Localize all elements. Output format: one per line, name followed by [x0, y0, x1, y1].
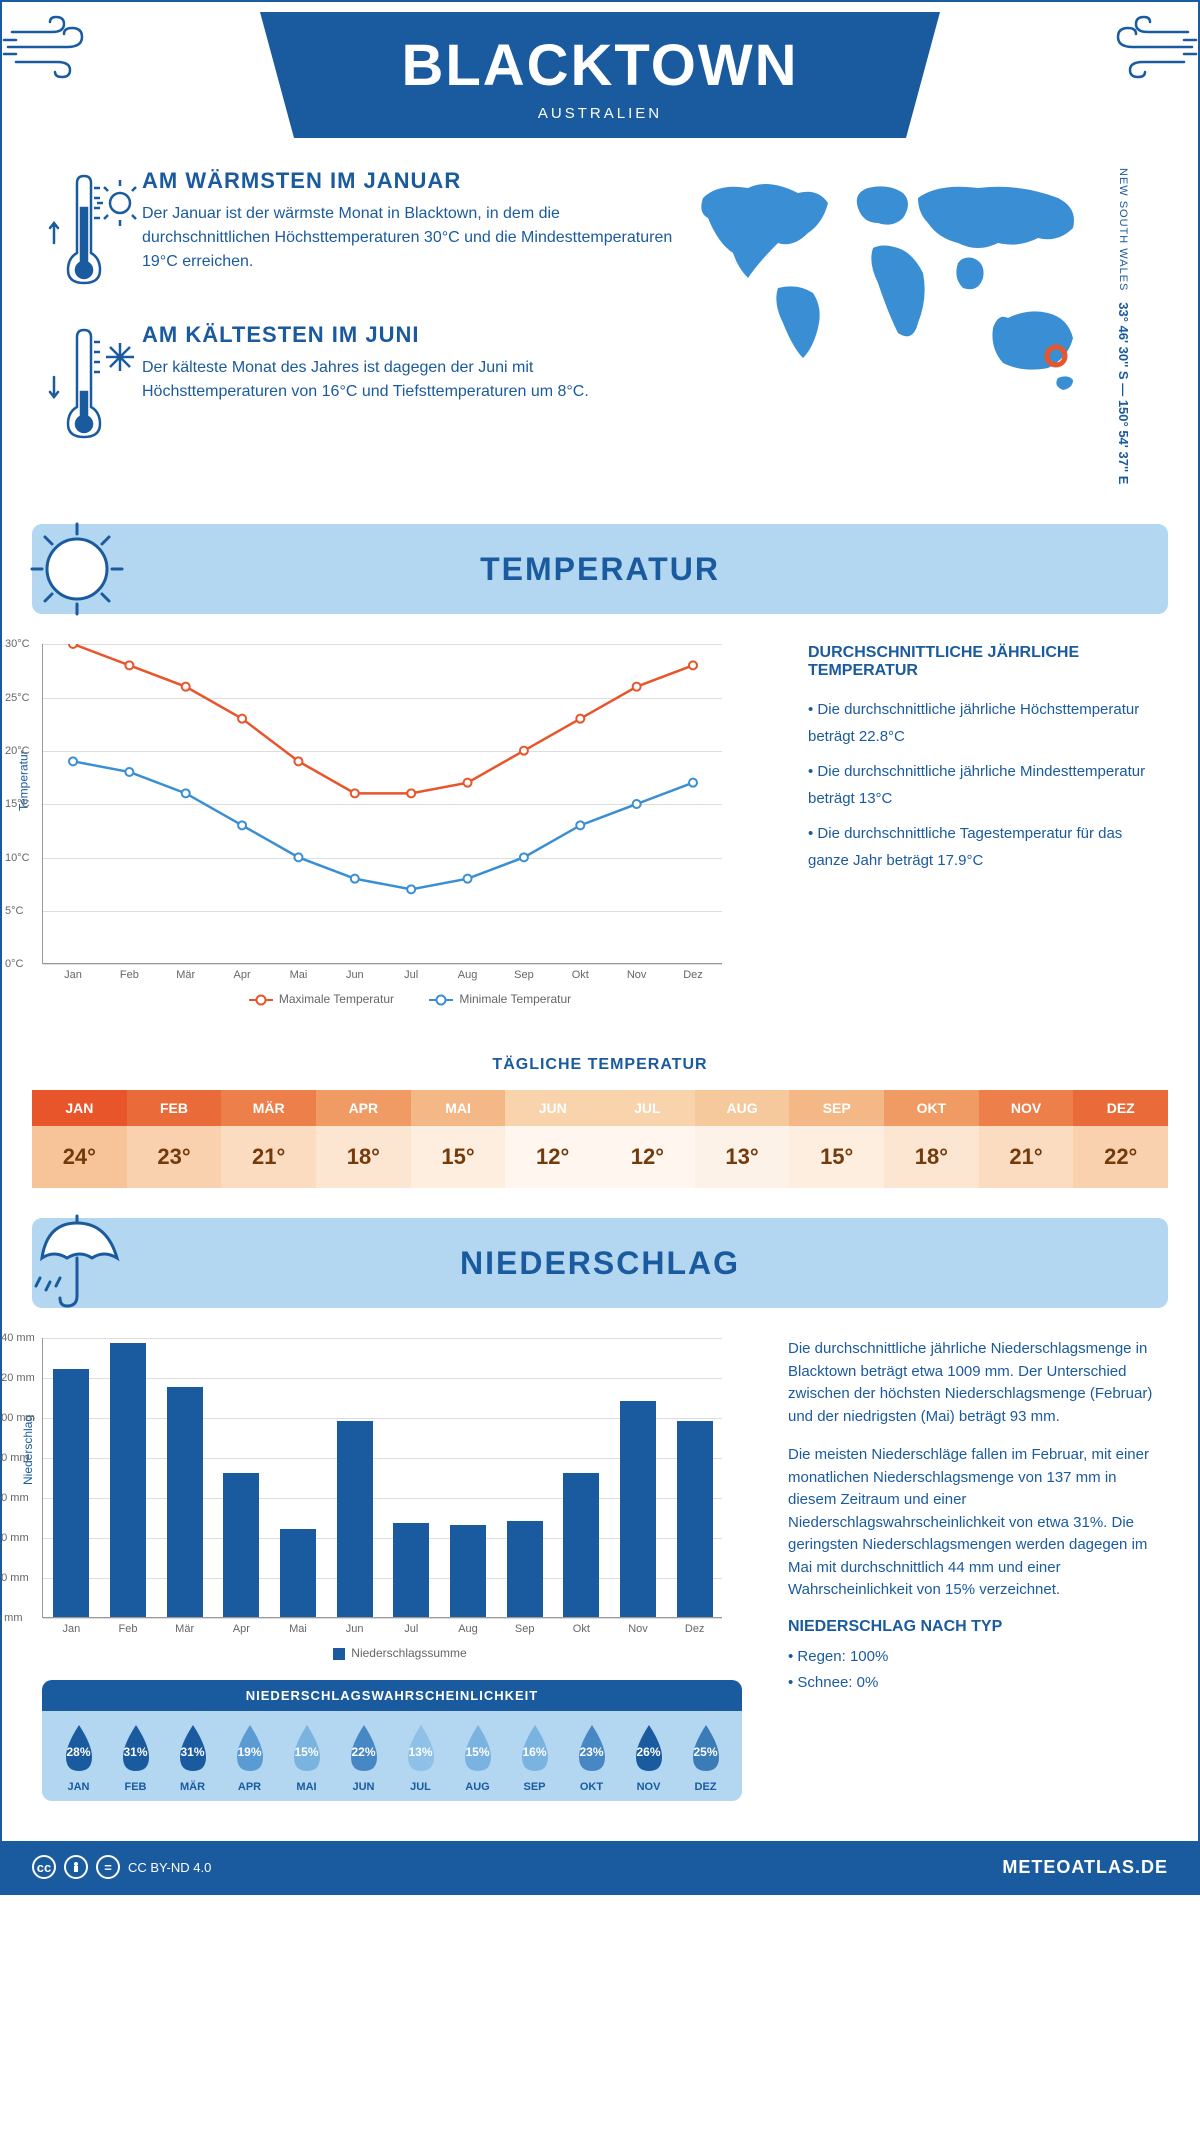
- thermometer-cold-icon: [42, 322, 142, 452]
- daily-col: AUG13°: [695, 1090, 790, 1188]
- wind-icon-right: [1078, 12, 1198, 82]
- page-subtitle: AUSTRALIEN: [260, 105, 940, 122]
- daily-col: FEB23°: [127, 1090, 222, 1188]
- daily-col: APR18°: [316, 1090, 411, 1188]
- by-icon: [64, 1855, 88, 1879]
- precip-para-2: Die meisten Niederschläge fallen im Febr…: [788, 1444, 1158, 1602]
- bar: [167, 1387, 203, 1617]
- bar: [280, 1529, 316, 1617]
- cc-icon: cc: [32, 1855, 56, 1879]
- warmest-block: AM WÄRMSTEN IM JANUAR Der Januar ist der…: [42, 168, 678, 298]
- precip-legend: Niederschlagssumme: [42, 1646, 758, 1660]
- bar: [677, 1421, 713, 1617]
- daily-col: MAI15°: [411, 1090, 506, 1188]
- coldest-text: Der kälteste Monat des Jahres ist dagege…: [142, 356, 678, 404]
- bar: [223, 1473, 259, 1617]
- thermometer-hot-icon: [42, 168, 142, 298]
- precip-banner: NIEDERSCHLAG: [32, 1218, 1168, 1308]
- rain-drop-col: 19%APR: [221, 1723, 278, 1793]
- temperature-line-chart: Temperatur 0°C5°C10°C15°C20°C25°C30°CJan…: [42, 644, 722, 964]
- daily-col: NOV21°: [979, 1090, 1074, 1188]
- daily-temp-table: JAN24°FEB23°MÄR21°APR18°MAI15°JUN12°JUL1…: [32, 1090, 1168, 1188]
- sun-icon: [22, 514, 132, 624]
- rain-drop-col: 15%MAI: [278, 1723, 335, 1793]
- nd-icon: =: [96, 1855, 120, 1879]
- temp-legend: #sw-max::before{border:2px solid #e8552b…: [42, 992, 778, 1006]
- rain-drop-col: 22%JUN: [335, 1723, 392, 1793]
- daily-col: SEP15°: [789, 1090, 884, 1188]
- rain-drop-col: 25%DEZ: [677, 1723, 734, 1793]
- daily-col: DEZ22°: [1073, 1090, 1168, 1188]
- coldest-heading: AM KÄLTESTEN IM JUNI: [142, 322, 678, 348]
- daily-col: JAN24°: [32, 1090, 127, 1188]
- bar: [393, 1523, 429, 1617]
- coldest-block: AM KÄLTESTEN IM JUNI Der kälteste Monat …: [42, 322, 678, 452]
- temp-title: TEMPERATUR: [480, 551, 720, 588]
- daily-col: JUN12°: [505, 1090, 600, 1188]
- wind-icon-left: [2, 12, 122, 82]
- temp-banner: TEMPERATUR: [32, 524, 1168, 614]
- bar: [507, 1521, 543, 1617]
- coordinates: NEW SOUTH WALES 33° 46' 30'' S — 150° 54…: [1108, 168, 1131, 484]
- umbrella-icon: [22, 1208, 132, 1318]
- precip-type-heading: NIEDERSCHLAG NACH TYP: [788, 1618, 1158, 1636]
- warmest-heading: AM WÄRMSTEN IM JANUAR: [142, 168, 678, 194]
- precip-para-1: Die durchschnittliche jährliche Niedersc…: [788, 1338, 1158, 1428]
- world-map: [678, 168, 1108, 408]
- warmest-text: Der Januar ist der wärmste Monat in Blac…: [142, 202, 678, 274]
- license-text: CC BY-ND 4.0: [128, 1860, 211, 1875]
- bar: [563, 1473, 599, 1617]
- rain-drop-col: 13%JUL: [392, 1723, 449, 1793]
- page-title: BLACKTOWN: [260, 32, 940, 99]
- rain-drop-col: 28%JAN: [50, 1723, 107, 1793]
- precip-types: • Regen: 100%• Schnee: 0%: [788, 1646, 1158, 1695]
- rain-drop-col: 16%SEP: [506, 1723, 563, 1793]
- bar: [450, 1525, 486, 1617]
- rain-drop-col: 26%NOV: [620, 1723, 677, 1793]
- temp-bullets: • Die durchschnittliche jährliche Höchst…: [808, 696, 1158, 874]
- rain-drop-col: 31%MÄR: [164, 1723, 221, 1793]
- daily-col: JUL12°: [600, 1090, 695, 1188]
- rain-drop-col: 23%OKT: [563, 1723, 620, 1793]
- daily-col: MÄR21°: [221, 1090, 316, 1188]
- precipitation-bar-chart: Niederschlag 0 mm20 mm40 mm60 mm80 mm100…: [42, 1338, 722, 1618]
- temp-side-heading: DURCHSCHNITTLICHE JÄHRLICHE TEMPERATUR: [808, 644, 1158, 680]
- rain-probability-panel: NIEDERSCHLAGSWAHRSCHEINLICHKEIT 28%JAN31…: [42, 1680, 742, 1801]
- bar: [110, 1343, 146, 1617]
- rain-drop-col: 15%AUG: [449, 1723, 506, 1793]
- bar: [620, 1401, 656, 1617]
- daily-col: OKT18°: [884, 1090, 979, 1188]
- bar: [53, 1369, 89, 1617]
- footer: cc = CC BY-ND 4.0 METEOATLAS.DE: [2, 1841, 1198, 1893]
- daily-title: TÄGLICHE TEMPERATUR: [2, 1056, 1198, 1074]
- bar: [337, 1421, 373, 1617]
- brand: METEOATLAS.DE: [1002, 1857, 1168, 1878]
- header-banner: BLACKTOWN AUSTRALIEN: [260, 12, 940, 138]
- rain-drop-col: 31%FEB: [107, 1723, 164, 1793]
- precip-title: NIEDERSCHLAG: [460, 1245, 740, 1282]
